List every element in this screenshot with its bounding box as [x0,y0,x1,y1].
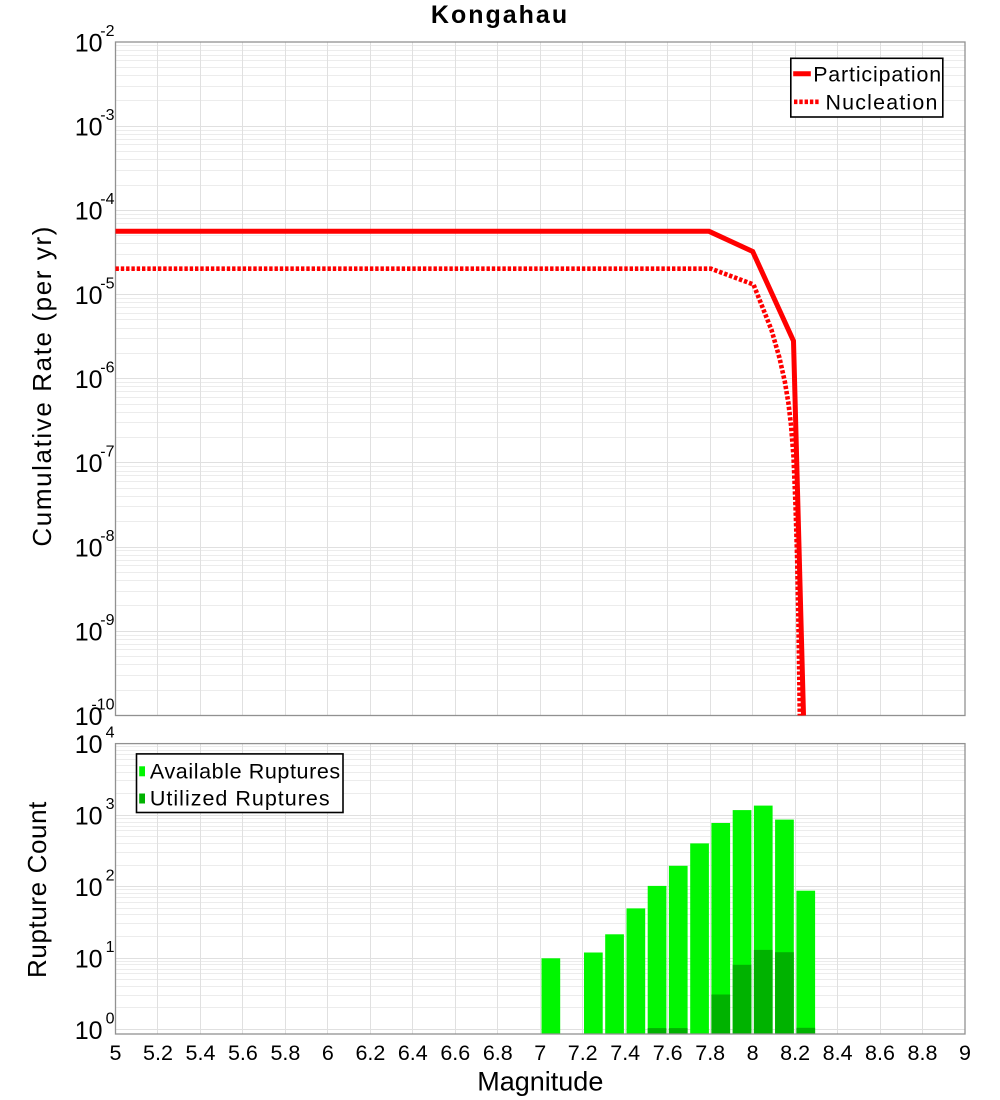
svg-text:7.6: 7.6 [653,1041,683,1065]
svg-text:10: 10 [75,802,103,830]
svg-text:10: 10 [75,1017,103,1045]
svg-text:Utilized Ruptures: Utilized Ruptures [150,787,331,811]
svg-text:3: 3 [106,796,115,813]
svg-text:5.4: 5.4 [186,1041,216,1065]
svg-text:0: 0 [106,1010,115,1027]
svg-text:10: 10 [75,945,103,973]
svg-text:Nucleation: Nucleation [826,91,939,115]
svg-text:8.2: 8.2 [780,1041,810,1065]
svg-text:1: 1 [106,939,115,956]
svg-text:-7: -7 [100,444,114,461]
svg-text:-5: -5 [100,275,114,292]
svg-text:4: 4 [106,724,115,741]
svg-text:7: 7 [534,1041,546,1065]
svg-text:-10: -10 [91,696,114,713]
svg-text:10: 10 [75,282,103,310]
svg-text:10: 10 [75,703,103,731]
svg-text:Participation: Participation [813,63,942,87]
svg-text:Cumulative Rate (per yr): Cumulative Rate (per yr) [27,225,57,547]
svg-text:7.4: 7.4 [610,1041,640,1065]
svg-text:-8: -8 [100,528,114,545]
svg-text:10: 10 [75,198,103,226]
svg-text:8: 8 [747,1041,759,1065]
svg-text:10: 10 [75,366,103,394]
svg-text:Available Ruptures: Available Ruptures [150,760,341,784]
svg-text:6.4: 6.4 [398,1041,428,1065]
svg-text:7.2: 7.2 [568,1041,598,1065]
svg-text:10: 10 [75,534,103,562]
svg-text:6.6: 6.6 [440,1041,470,1065]
svg-text:5.6: 5.6 [228,1041,258,1065]
svg-text:-3: -3 [100,107,114,124]
svg-text:Magnitude: Magnitude [477,1066,603,1096]
svg-text:10: 10 [75,619,103,647]
svg-text:-4: -4 [100,191,114,208]
svg-text:8.6: 8.6 [865,1041,895,1065]
svg-text:9: 9 [959,1041,971,1065]
svg-text:10: 10 [75,114,103,142]
svg-text:10: 10 [75,450,103,478]
svg-text:5: 5 [110,1041,122,1065]
svg-text:-6: -6 [100,360,114,377]
svg-text:10: 10 [75,29,103,57]
svg-text:8.8: 8.8 [908,1041,938,1065]
svg-text:8.4: 8.4 [823,1041,853,1065]
svg-text:10: 10 [75,874,103,902]
svg-text:Rupture Count: Rupture Count [22,801,52,978]
svg-text:-9: -9 [100,612,114,629]
svg-text:6.8: 6.8 [483,1041,513,1065]
svg-text:6: 6 [322,1041,334,1065]
svg-text:5.8: 5.8 [270,1041,300,1065]
svg-text:2: 2 [106,867,115,884]
svg-text:7.8: 7.8 [695,1041,725,1065]
svg-text:5.2: 5.2 [143,1041,173,1065]
svg-text:6.2: 6.2 [355,1041,385,1065]
svg-text:-2: -2 [100,23,114,40]
svg-text:Kongahau: Kongahau [431,1,569,29]
svg-text:10: 10 [75,731,103,759]
